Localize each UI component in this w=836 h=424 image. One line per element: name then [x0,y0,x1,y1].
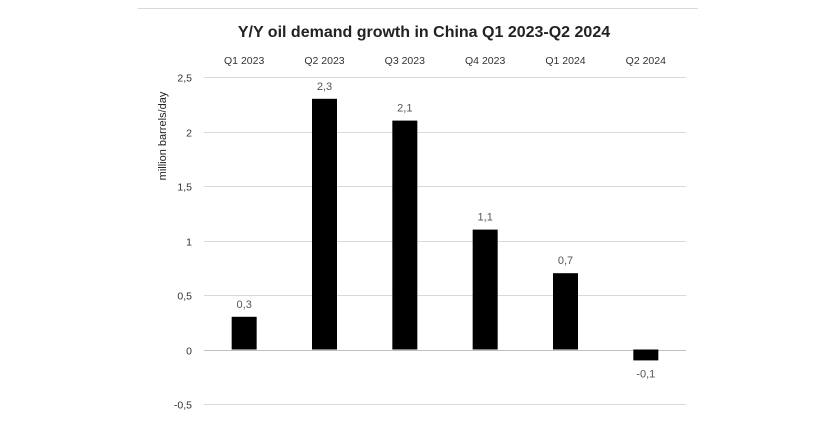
category-label: Q1 2023 [224,55,264,67]
gridlines [204,77,686,405]
bar [392,120,418,350]
y-tick-label: 2 [186,128,192,140]
data-label: 2,1 [397,103,412,115]
y-tick-label: 0,5 [177,291,192,303]
y-tick-label: 0 [186,346,192,358]
bar [472,229,498,350]
chart-frame: Y/Y oil demand growth in China Q1 2023-Q… [138,8,698,418]
y-tick-label: 1,5 [177,182,192,194]
y-axis-ticks: 2,5 2 1,5 1 0,5 0 -0,5 [174,73,192,412]
data-label: 0,3 [237,299,252,311]
data-label: 2,3 [317,81,332,93]
data-label: 0,7 [558,255,573,267]
y-tick-label: 2,5 [177,73,192,85]
category-label: Q2 2024 [626,55,666,67]
y-tick-label: -0,5 [174,400,192,412]
bar [312,98,337,350]
y-axis-label: million barrels/day [157,91,169,180]
category-label: Q4 2023 [465,55,505,67]
chart-title: Y/Y oil demand growth in China Q1 2023-Q… [238,24,610,41]
data-label: -0,1 [636,368,655,380]
category-label: Q1 2024 [545,55,585,67]
data-label: 1,1 [478,212,493,224]
bar-chart: Y/Y oil demand growth in China Q1 2023-Q… [157,24,686,412]
frame-border [138,8,698,9]
bar [553,273,578,350]
bar [231,316,257,350]
category-label: Q3 2023 [385,55,425,67]
data-labels: 0,3 2,3 2,1 1,1 0,7 -0,1 [237,81,656,381]
category-labels: Q1 2023 Q2 2023 Q3 2023 Q4 2023 Q1 2024 Q2 20… [224,55,666,67]
category-label: Q2 2023 [304,55,344,67]
bars [231,98,659,361]
y-tick-label: 1 [186,237,192,249]
bar [633,349,659,361]
